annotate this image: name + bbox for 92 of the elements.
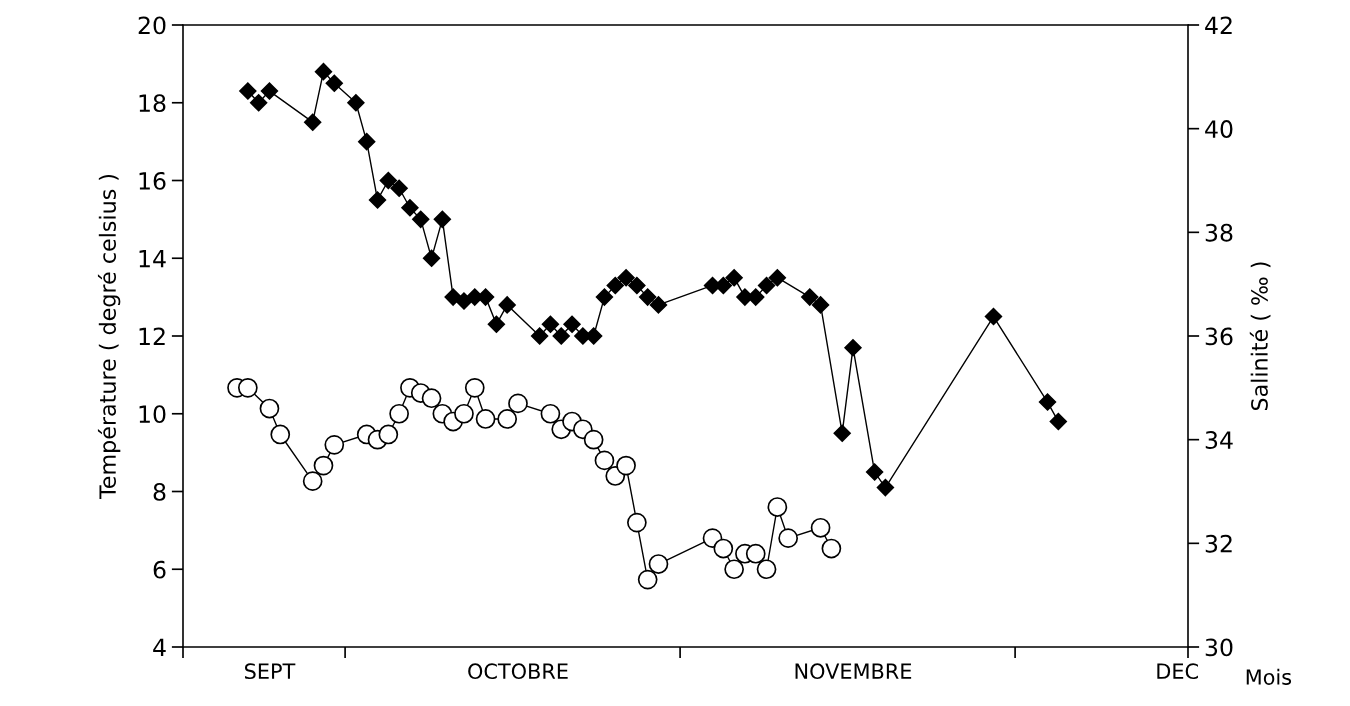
point <box>368 191 387 209</box>
point <box>725 268 743 287</box>
point <box>540 403 561 424</box>
point <box>648 554 669 574</box>
point <box>444 288 462 306</box>
point <box>347 94 365 112</box>
y-axis-title: Température ( degré celsius ) <box>97 174 121 500</box>
point <box>583 429 604 450</box>
y2-tick-label: 34 <box>1205 431 1233 449</box>
point <box>833 424 851 442</box>
y2-tick-label: 40 <box>1205 120 1233 138</box>
y-tick-label: 12 <box>139 327 165 345</box>
y2-tick-label: 32 <box>1205 534 1232 553</box>
point <box>487 315 506 334</box>
point <box>379 171 398 190</box>
point <box>876 478 895 497</box>
point <box>498 296 516 314</box>
y-tick-label: 4 <box>153 638 166 656</box>
point <box>628 276 646 295</box>
point <box>1049 412 1068 431</box>
point <box>821 538 842 559</box>
point <box>811 296 830 314</box>
point <box>541 315 560 334</box>
point <box>464 377 485 398</box>
point <box>454 403 474 424</box>
point <box>433 210 452 229</box>
point <box>314 62 333 81</box>
point <box>637 569 658 590</box>
y-tick-label: 18 <box>139 94 166 113</box>
point <box>595 288 614 306</box>
point <box>638 288 657 306</box>
point <box>757 276 776 295</box>
point <box>302 471 323 491</box>
point <box>422 249 441 267</box>
point <box>378 424 399 445</box>
point <box>508 393 528 414</box>
point <box>984 307 1003 326</box>
point <box>260 82 279 100</box>
point <box>756 559 777 580</box>
y2-tick-label: 38 <box>1205 223 1233 242</box>
y2-tick-label: 36 <box>1205 327 1233 346</box>
point <box>239 82 257 100</box>
point <box>1038 393 1057 411</box>
point <box>358 132 376 151</box>
y-tick-label: 6 <box>153 560 166 579</box>
y-tick-label: 20 <box>138 16 166 35</box>
point <box>303 113 322 131</box>
point <box>768 268 787 287</box>
y-tick-label: 8 <box>153 482 166 501</box>
point <box>389 403 409 424</box>
point <box>259 398 280 419</box>
point <box>313 455 334 476</box>
x-tick-label: NOVEMBRE <box>795 663 912 680</box>
y2-tick-label: 42 <box>1205 16 1232 34</box>
x-axis-title: Mois <box>1246 668 1292 685</box>
point <box>713 538 734 559</box>
x-tick-label: SEPT <box>244 663 296 680</box>
point <box>778 528 799 549</box>
point <box>563 315 581 334</box>
point <box>421 388 442 409</box>
point <box>530 327 549 345</box>
point <box>627 512 647 533</box>
x-tick-label: DEC <box>1157 663 1198 680</box>
point <box>401 199 419 217</box>
point <box>594 450 615 471</box>
y2-tick-label: 30 <box>1205 638 1233 657</box>
point <box>475 409 496 429</box>
y2-axis-title: Salinité ( ‰ ) <box>1249 262 1271 411</box>
point <box>606 276 624 295</box>
point <box>497 409 518 429</box>
point <box>801 288 819 306</box>
point <box>617 268 635 287</box>
point <box>649 296 668 314</box>
point <box>865 463 884 481</box>
point <box>390 179 408 197</box>
point <box>844 338 862 357</box>
point <box>724 559 744 580</box>
point <box>616 455 636 476</box>
y-tick-label: 16 <box>139 171 166 190</box>
point <box>270 424 291 445</box>
y-tick-label: 14 <box>139 250 166 268</box>
point <box>324 434 345 455</box>
x-tick-label: OCTOBRE <box>468 663 568 680</box>
point <box>325 74 343 93</box>
point <box>810 517 831 538</box>
point <box>412 210 430 229</box>
point <box>249 94 268 112</box>
point <box>552 327 570 345</box>
point <box>767 497 788 517</box>
point <box>745 543 766 564</box>
point <box>237 377 258 398</box>
y-tick-label: 10 <box>139 405 166 424</box>
